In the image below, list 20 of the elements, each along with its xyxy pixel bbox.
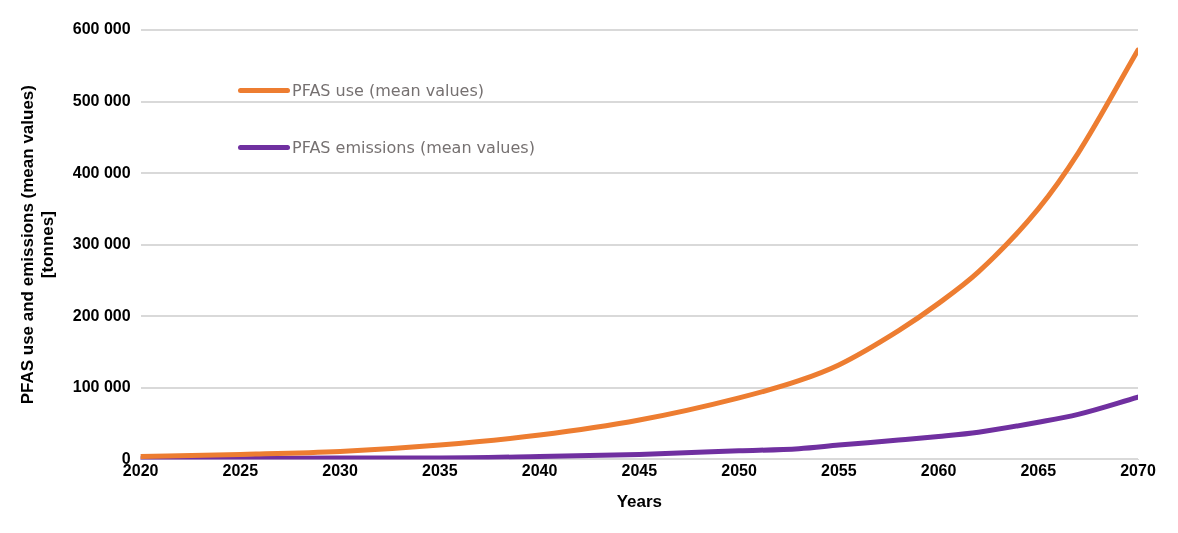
x-tick-label: 2050	[721, 462, 757, 480]
y-tick-label: 100 000	[72, 378, 131, 396]
legend-label: PFAS use (mean values)	[292, 80, 484, 100]
y-axis-title: PFAS use and emissions (mean values) [tonnes]	[17, 85, 58, 405]
x-axis-title: Years	[616, 492, 663, 512]
x-tick-label: 2055	[820, 462, 857, 480]
y-tick-label: 200 000	[72, 306, 131, 324]
x-tick-label: 2065	[1020, 462, 1057, 480]
y-tick-label: 600 000	[72, 20, 131, 38]
x-tick-label: 2025	[222, 462, 259, 480]
y-tick-label: 400 000	[72, 163, 131, 181]
y-tick-label: 500 000	[72, 91, 131, 109]
legend-label: PFAS emissions (mean values)	[292, 137, 535, 157]
x-tick-label: 2035	[422, 462, 458, 480]
x-tick-label: 2070	[1120, 462, 1156, 480]
x-tick-label: 2030	[322, 462, 359, 480]
x-tick-label: 2060	[920, 462, 957, 480]
y-tick-label: 300 000	[72, 235, 131, 253]
x-tick-label: 2045	[621, 462, 658, 480]
x-tick-label: 2040	[521, 462, 558, 480]
